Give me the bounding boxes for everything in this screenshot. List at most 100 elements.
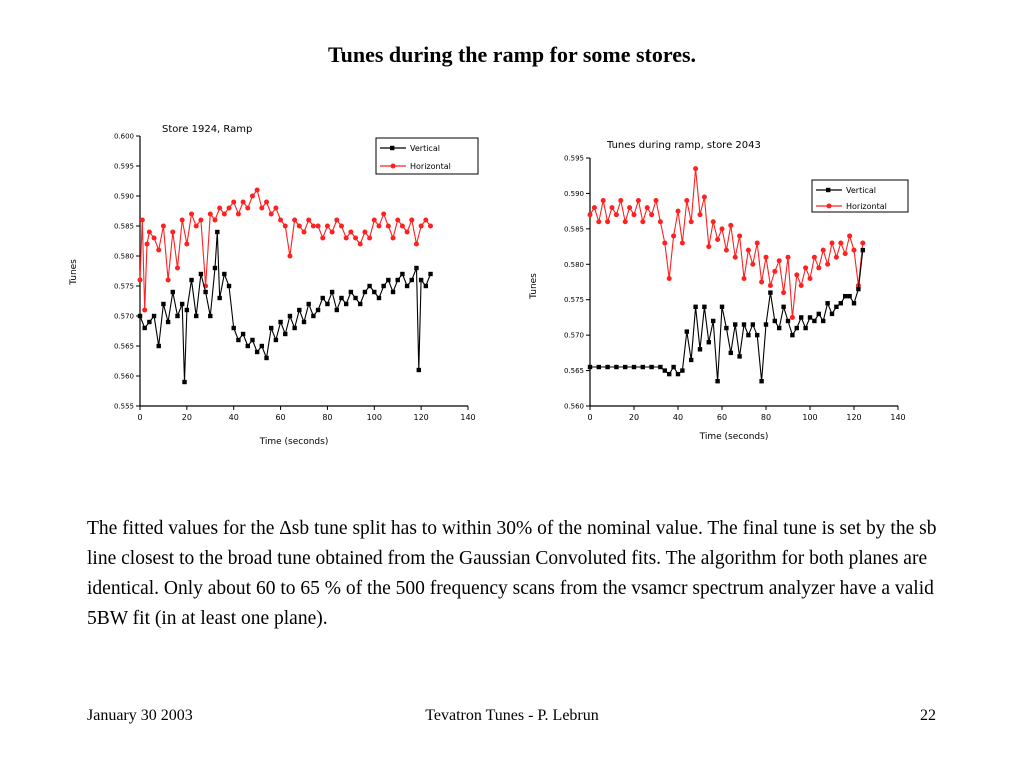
vertical-data-point [838,301,843,306]
horizontal-data-point [170,229,176,235]
horizontal-data-point [697,212,703,218]
x-tick-label: 60 [275,413,285,422]
vertical-data-point [325,301,330,307]
vertical-data-point [658,364,663,370]
horizontal-data-point [657,219,663,225]
body-paragraph: The fitted values for the Δsb tune split… [87,514,957,634]
y-tick-label: 0.585 [114,223,134,231]
horizontal-data-point [315,223,321,229]
vertical-data-point [198,271,204,277]
vertical-data-point [231,325,236,331]
legend-label: Vertical [410,144,440,153]
horizontal-data-point [367,235,373,241]
horizontal-data-point [688,219,694,225]
horizontal-data-point [759,279,765,285]
horizontal-data-point [198,217,204,223]
vertical-data-point [847,293,852,299]
vertical-data-point [161,301,166,307]
vertical-data-point [675,371,681,377]
vertical-data-point [702,304,707,309]
vertical-data-point [212,265,218,271]
y-tick-label: 0.565 [564,367,584,375]
vertical-data-point [834,304,839,309]
horizontal-data-point [644,205,650,211]
vertical-data-point [315,307,321,313]
y-tick-label: 0.580 [114,253,134,261]
horizontal-data-point [671,233,677,239]
vertical-data-point [680,368,685,373]
vertical-data-point [671,364,676,370]
vertical-data-point [222,271,227,277]
y-tick-label: 0.600 [114,133,134,141]
y-tick-label: 0.565 [114,343,134,351]
horizontal-data-point [184,241,190,247]
horizontal-data-point [146,229,152,235]
vertical-data-point [381,283,386,289]
vertical-data-point [821,318,826,324]
vertical-data-point [283,331,288,337]
x-tick-label: 140 [460,413,475,422]
horizontal-data-point [151,235,157,241]
vertical-data-point [334,307,339,313]
horizontal-data-point [833,254,839,260]
vertical-series-line [590,250,864,382]
chart-title: Store 1924, Ramp [162,124,252,135]
horizontal-data-point [737,233,743,239]
horizontal-data-point [807,275,813,281]
horizontal-data-point [842,251,848,257]
x-tick-label: 100 [367,413,382,422]
horizontal-data-point [851,247,857,253]
horizontal-data-point [142,307,148,313]
vertical-data-point [404,283,410,289]
vertical-data-point [803,325,808,331]
vertical-data-point [165,319,171,325]
y-tick-label: 0.570 [564,332,584,340]
vertical-data-point [772,318,777,324]
vertical-data-point [175,313,180,319]
y-tick-label: 0.570 [114,313,134,321]
legend-label: Horizontal [846,202,887,211]
horizontal-data-point [221,211,227,217]
y-tick-label: 0.590 [114,193,134,201]
vertical-data-point [741,322,747,327]
vertical-data-point [693,304,698,309]
horizontal-data-point [287,253,293,259]
vertical-data-point [320,295,325,301]
vertical-data-point [301,319,307,325]
legend-label: Horizontal [410,162,451,171]
vertical-data-point [297,307,302,313]
vertical-data-point [343,301,349,307]
vertical-data-point [226,283,232,289]
horizontal-data-point [231,199,237,205]
horizontal-data-point [591,205,597,211]
vertical-data-point [812,318,817,324]
y-tick-label: 0.585 [564,225,584,233]
vertical-data-point [816,311,821,317]
horizontal-data-point [829,240,835,246]
horizontal-data-point [329,229,335,235]
horizontal-data-point [137,277,143,283]
horizontal-data-point [745,247,751,253]
horizontal-data-point [635,198,641,204]
y-tick-label: 0.575 [564,296,584,304]
horizontal-data-point [320,235,326,241]
vertical-data-point [829,311,835,317]
vertical-data-point [182,379,187,385]
vertical-data-point [292,325,297,331]
y-tick-label: 0.590 [564,190,584,198]
horizontal-data-point [679,240,685,246]
horizontal-data-point [144,241,150,247]
vertical-data-point [358,301,363,307]
x-tick-label: 120 [414,413,429,422]
y-tick-label: 0.580 [564,261,584,269]
vertical-data-point [367,283,372,289]
vertical-data-point [807,315,813,320]
chart-store-1924: 0.555 0.560 0.565 0.570 0.575 0.580 0.585 0.590… [69,124,479,447]
legend-marker-horizontal [390,163,396,169]
vertical-data-point [662,368,667,373]
horizontal-data-point [240,199,246,205]
vertical-data-point [414,265,419,271]
vertical-data-point [259,343,265,349]
horizontal-data-point [395,217,401,223]
horizontal-data-point [803,265,809,271]
